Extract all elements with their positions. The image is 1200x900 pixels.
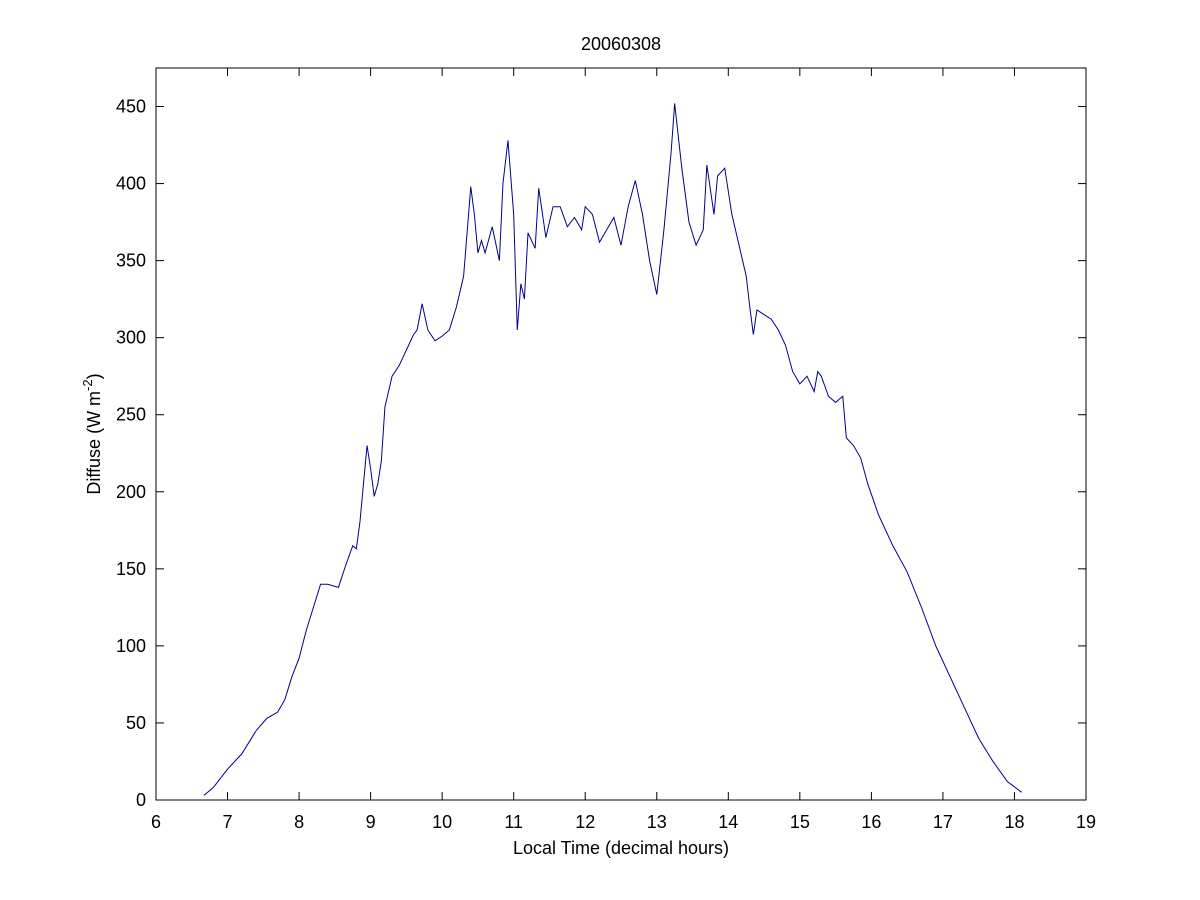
y-tick-label: 50 (126, 713, 146, 733)
y-tick-label: 300 (116, 328, 146, 348)
chart-title: 20060308 (581, 34, 661, 54)
data-line (203, 103, 1022, 796)
y-axis-label-text: Diffuse (W m (84, 391, 104, 495)
y-tick-label: 0 (136, 790, 146, 810)
y-tick-label: 200 (116, 482, 146, 502)
x-axis-label: Local Time (decimal hours) (513, 838, 729, 858)
plot-area (155, 67, 1087, 801)
y-tick-label: 400 (116, 174, 146, 194)
y-tick-label: 150 (116, 559, 146, 579)
y-axis-label: Diffuse (W m-2) (80, 373, 104, 494)
x-tick-label: 8 (294, 812, 304, 832)
y-tick-label: 250 (116, 405, 146, 425)
x-tick-label: 6 (151, 812, 161, 832)
x-tick-label: 19 (1076, 812, 1096, 832)
x-tick-label: 13 (647, 812, 667, 832)
x-tick-label: 9 (366, 812, 376, 832)
x-tick-label: 16 (861, 812, 881, 832)
y-tick-label: 450 (116, 97, 146, 117)
y-tick-label: 350 (116, 251, 146, 271)
x-tick-label: 12 (575, 812, 595, 832)
x-tick-label: 11 (504, 812, 523, 832)
y-tick-label: 100 (116, 636, 146, 656)
y-axis-label-end: ) (84, 373, 104, 379)
x-tick-label: 15 (790, 812, 810, 832)
x-tick-label: 14 (718, 812, 738, 832)
x-tick-label: 17 (933, 812, 953, 832)
x-tick-label: 18 (1004, 812, 1024, 832)
x-tick-label: 7 (223, 812, 233, 832)
x-tick-label: 10 (432, 812, 452, 832)
y-axis-label-exponent: -2 (80, 379, 95, 391)
